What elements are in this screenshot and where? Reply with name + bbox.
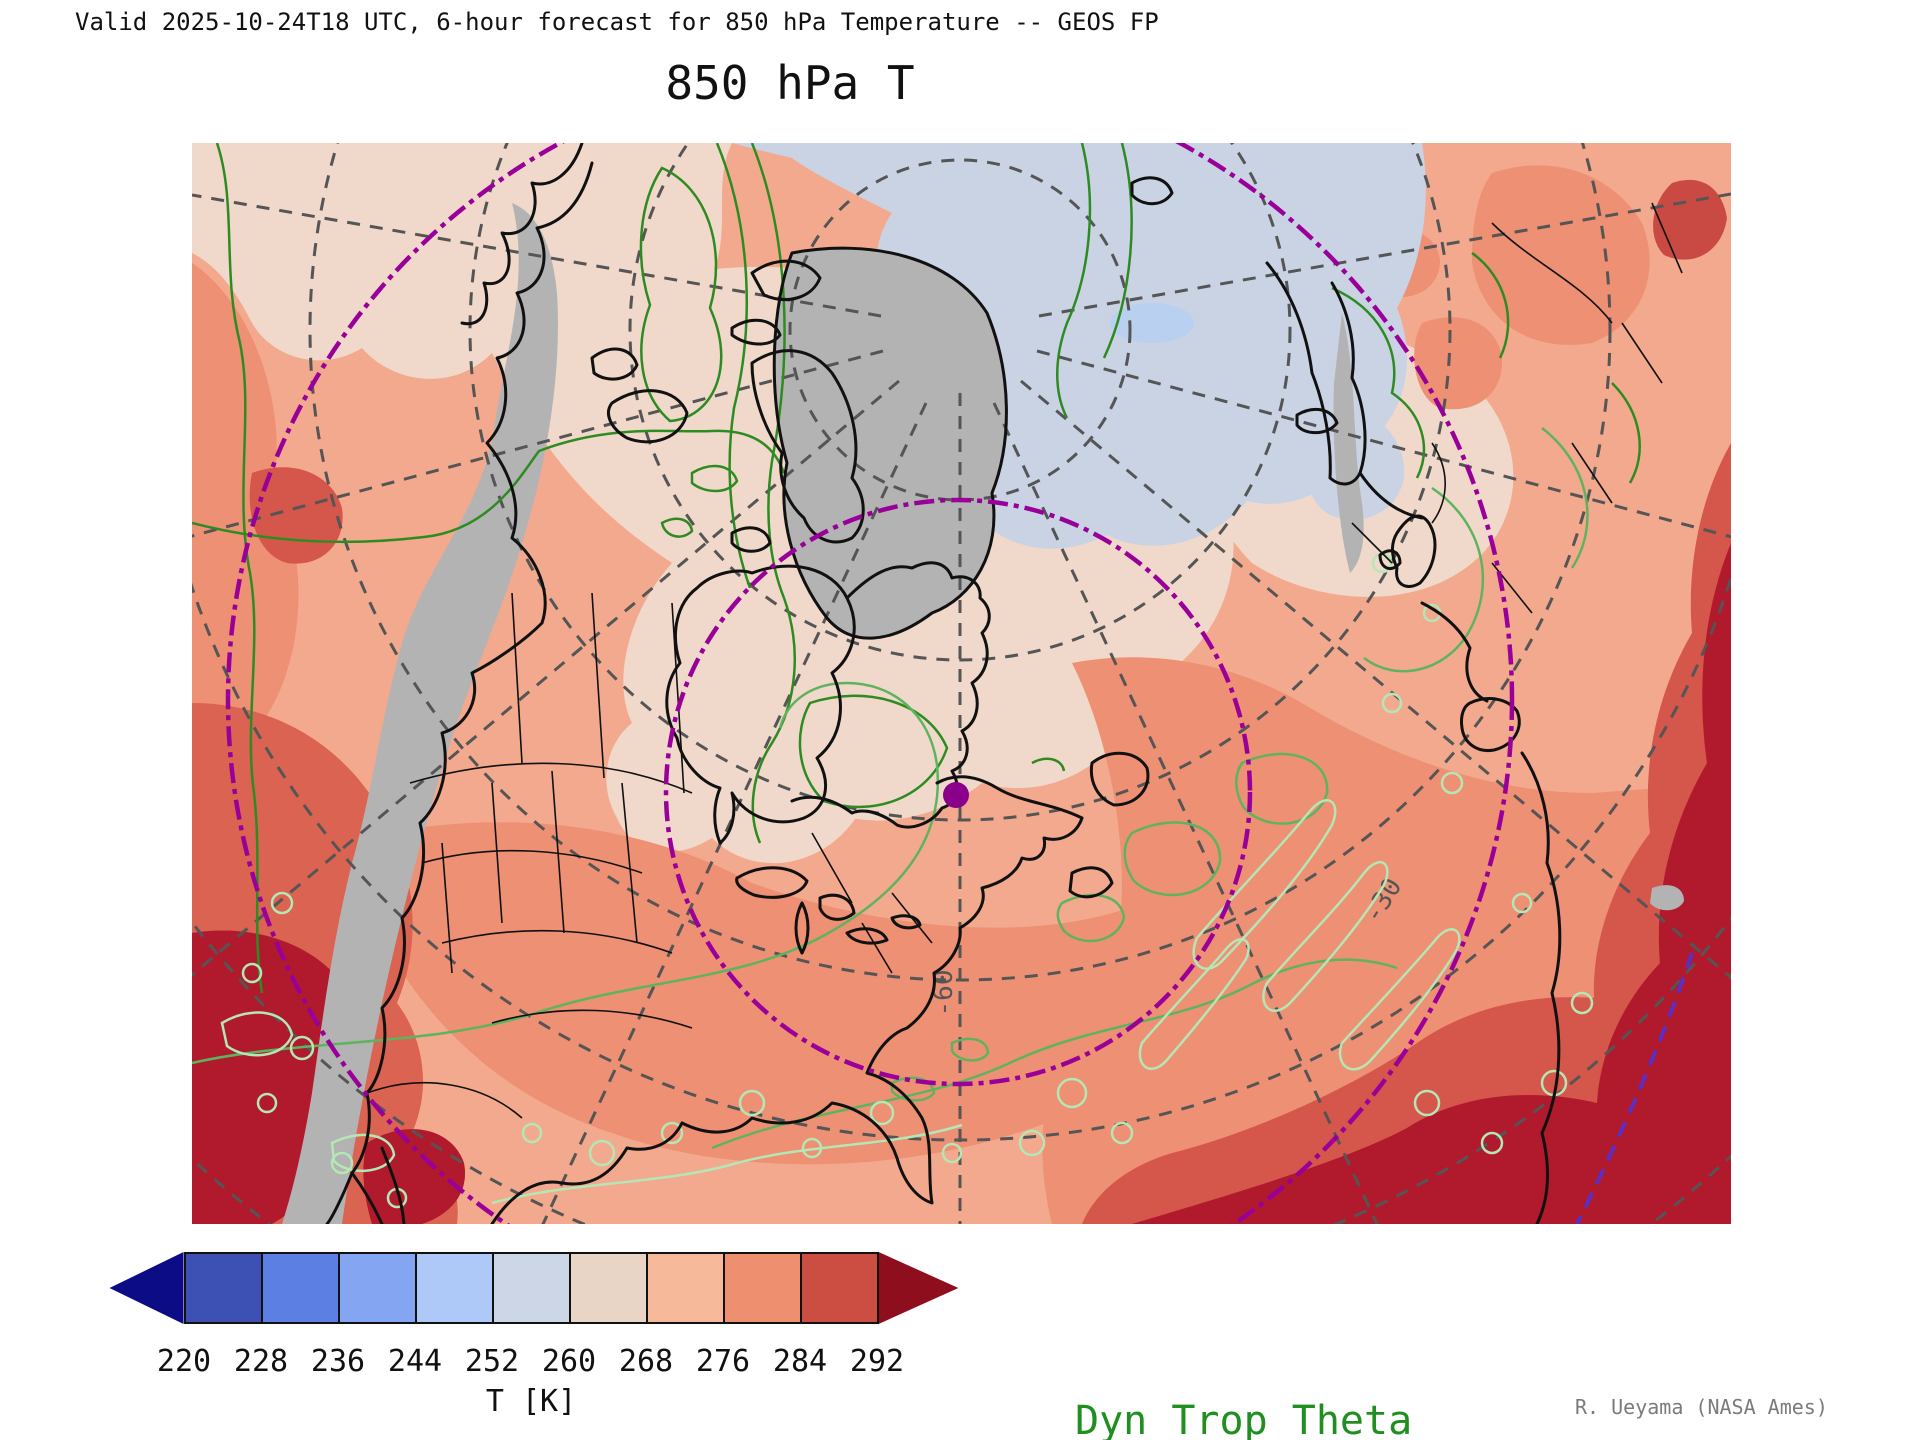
terminator-lines bbox=[225, 143, 1515, 1224]
colorbar-tick: 236 bbox=[310, 1344, 366, 1379]
valid-time-line: Valid 2025-10-24T18 UTC, 6-hour forecast… bbox=[75, 8, 1159, 36]
trop-theta-title: Dyn Trop Theta bbox=[1075, 1398, 1413, 1440]
coastlines bbox=[325, 143, 1562, 1224]
colorbar-tick: 220 bbox=[156, 1344, 212, 1379]
colorbar-ticks: 220 228 236 244 252 260 268 276 284 292 bbox=[0, 1344, 1920, 1379]
secondary-dashed-line bbox=[1575, 952, 1694, 1224]
colorbar-tick: 228 bbox=[233, 1344, 289, 1379]
colorbar-segment bbox=[491, 1254, 569, 1322]
forecast-map: -60 -30 bbox=[192, 143, 1731, 1224]
colorbar-tick: 276 bbox=[695, 1344, 751, 1379]
page-title: 850 hPa T bbox=[665, 56, 915, 110]
political-borders bbox=[366, 202, 1683, 1119]
colorbar-right-arrow bbox=[878, 1252, 959, 1324]
colorbar-segment bbox=[337, 1254, 415, 1322]
credits: R. Ueyama (NASA Ames) L. Lait (NASA Ames… bbox=[1575, 1332, 1900, 1440]
colorbar-segment bbox=[260, 1254, 338, 1322]
colorbar-tick: 244 bbox=[387, 1344, 443, 1379]
colorbar-tick: 252 bbox=[464, 1344, 520, 1379]
colorbar-tick: 260 bbox=[541, 1344, 597, 1379]
colorbar-tick: 268 bbox=[618, 1344, 674, 1379]
colorbar-tick: 292 bbox=[849, 1344, 905, 1379]
theta-350-contours bbox=[192, 427, 1589, 1150]
colorbar-left-arrow bbox=[109, 1252, 184, 1324]
colorbar-segment bbox=[414, 1254, 492, 1322]
colorbar-segment bbox=[185, 1254, 261, 1322]
colorbar-segment bbox=[645, 1254, 723, 1322]
colorbar bbox=[108, 1252, 960, 1324]
colorbar-unit-label: T [K] bbox=[485, 1384, 577, 1419]
colorbar-segment bbox=[568, 1254, 646, 1322]
credit-line-1: R. Ueyama (NASA Ames) bbox=[1575, 1395, 1828, 1419]
colorbar-body bbox=[183, 1252, 879, 1324]
trop-theta-legend: Dyn Trop Theta 310, 350, 380 K bbox=[1075, 1296, 1436, 1440]
colorbar-segment bbox=[799, 1254, 877, 1322]
subpoint-dot bbox=[943, 782, 969, 808]
colorbar-tick: 284 bbox=[772, 1344, 828, 1379]
colorbar-segment bbox=[722, 1254, 800, 1322]
map-canvas: -60 -30 bbox=[192, 143, 1731, 1224]
